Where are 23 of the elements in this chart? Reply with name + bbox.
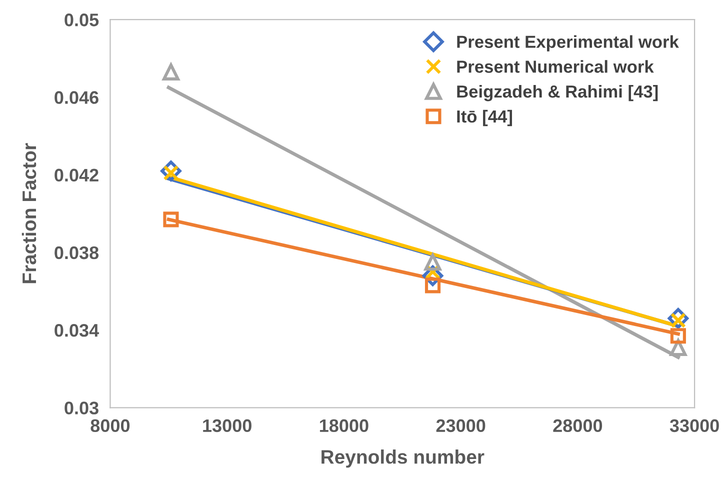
- y-tick-label: 0.038: [54, 246, 99, 260]
- legend-label: Present Numerical work: [457, 60, 654, 73]
- point: [163, 212, 179, 228]
- x-tick-label: 8000: [90, 419, 130, 432]
- y-axis-title: Fraction Factor: [22, 143, 36, 284]
- y-tick-label: 0.05: [64, 14, 99, 26]
- point: [162, 64, 180, 80]
- legend-label: Itō [44]: [457, 110, 512, 126]
- x-tick-label: 23000: [436, 419, 486, 432]
- legend-label: Present Experimental work: [457, 35, 679, 52]
- point: [670, 328, 686, 344]
- legend-label: Beigzadeh & Rahimi [43]: [457, 84, 658, 102]
- y-tick-label: 0.046: [54, 91, 98, 104]
- x-tick-label: 13000: [203, 419, 252, 432]
- x-tick-label: 28000: [553, 419, 602, 432]
- y-tick-label: 0.03: [64, 402, 98, 414]
- x-axis-title: Reynolds number: [322, 450, 484, 468]
- point: [424, 278, 441, 294]
- x-tick-label: 33000: [670, 419, 719, 432]
- point: [424, 254, 442, 271]
- y-tick-label: 0.034: [54, 324, 99, 337]
- x-tick-label: 18000: [320, 419, 368, 432]
- y-tick-label: 0.042: [54, 168, 98, 182]
